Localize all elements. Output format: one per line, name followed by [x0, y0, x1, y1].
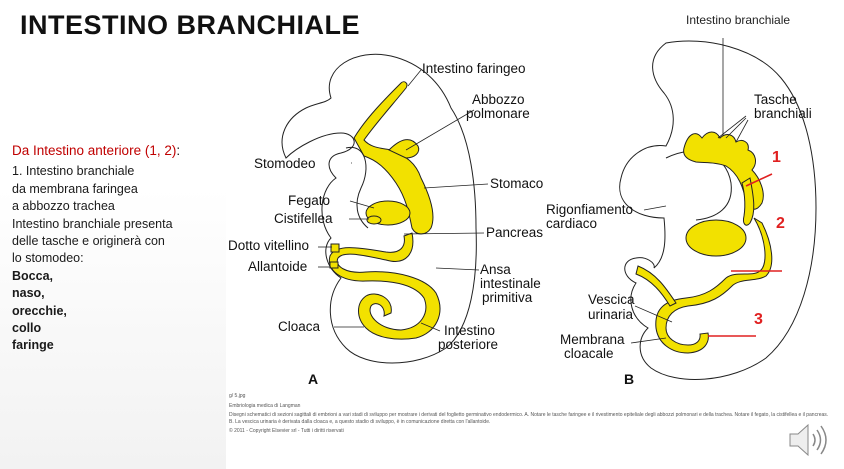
label-allantoide: Allantoide	[248, 259, 307, 274]
caption-copyright: © 2011 - Copyright Elsevier srl - Tutti …	[229, 428, 344, 434]
body-line: Intestino branchiale presenta	[12, 216, 173, 231]
label-cloaca: Cloaca	[278, 319, 321, 334]
label-ansa-2: intestinale	[480, 276, 541, 291]
body-line: 1. Intestino branchiale	[12, 164, 135, 179]
marker-1: 1	[772, 149, 781, 166]
label-vescica-1: Vescica	[588, 292, 635, 307]
body-bold-line: naso,	[12, 286, 45, 301]
label-intestino-faringeo: Intestino faringeo	[422, 61, 526, 76]
label-abbozzo-polmonare-1: Abbozzo	[472, 92, 525, 107]
body-line: a abbozzo trachea	[12, 199, 115, 214]
label-stomodeo: Stomodeo	[254, 156, 316, 171]
label-pancreas: Pancreas	[486, 225, 543, 240]
label-tasche-branchiali-1: Tasche	[754, 92, 797, 107]
label-membrana-2: cloacale	[564, 346, 614, 361]
slide-title: INTESTINO BRANCHIALE	[20, 10, 360, 40]
label-cistifellea: Cistifellea	[274, 211, 333, 226]
body-bold-line: collo	[12, 321, 42, 336]
pharyngeal-gut-a	[353, 81, 434, 235]
caption-description: Disegni schematici di sezioni sagittali …	[229, 412, 829, 425]
lung-bud-b	[741, 177, 755, 226]
yolk-duct-a	[330, 243, 340, 253]
body-bold-line: faringe	[12, 338, 54, 353]
body-bold-line: orecchie,	[12, 303, 67, 318]
label-intestino-posteriore-1: Intestino	[444, 323, 495, 338]
body-text: Da Intestino anteriore (1, 2): 1. Intest…	[12, 142, 224, 355]
panel-a-leaders	[318, 69, 489, 332]
caption-file: g/ 5.jpg	[229, 393, 246, 399]
label-dotto-vitellino: Dotto vitellino	[228, 238, 309, 253]
panel-a-labels: Intestino faringeo Abbozzo polmonare Sto…	[228, 61, 543, 387]
coelom-a	[345, 146, 369, 229]
liver-b	[685, 219, 747, 257]
body-line: lo stomodeo:	[12, 251, 84, 266]
label-fegato: Fegato	[288, 193, 330, 208]
panel-letter-b: B	[624, 371, 634, 387]
gut-tube-b	[635, 131, 773, 354]
body-line: delle tasche e originerà con	[12, 234, 165, 249]
panel-b-markers	[708, 173, 782, 337]
body-bold-line: Bocca,	[12, 268, 53, 283]
marker-2: 2	[776, 215, 785, 232]
midgut-loop-a	[328, 232, 441, 340]
panel-a-drawing	[281, 53, 477, 364]
panel-b-labels: Tasche branchiali Rigonfiamento cardiaco…	[546, 92, 812, 387]
label-ansa-3: primitiva	[482, 290, 533, 305]
label-ansa-1: Ansa	[480, 262, 511, 277]
panel-letter-a: A	[308, 371, 318, 387]
body-heading-text: Da Intestino anteriore (1, 2)	[12, 143, 177, 158]
caption-source: Embriologia medica di Langman	[229, 402, 301, 409]
figure-caption: g/ 5.jpg Embriologia medica di Langman D…	[229, 393, 829, 438]
speaker-icon[interactable]	[786, 420, 834, 460]
marker-3: 3	[754, 311, 763, 328]
allantois-a	[329, 261, 339, 269]
body-heading: Da Intestino anteriore (1, 2):	[12, 142, 224, 159]
label-rigonfiamento-1: Rigonfiamento	[546, 202, 633, 217]
panel-b-leaders	[630, 38, 749, 344]
allantois-b	[635, 265, 677, 307]
embryo-a-outline	[281, 53, 477, 364]
top-right-label: Intestino branchiale	[686, 13, 791, 27]
embryo-b-outline	[619, 40, 817, 380]
panel-b-marker-labels: 1 2 3	[754, 149, 785, 328]
lung-bud-a	[388, 139, 420, 159]
label-membrana-1: Membrana	[560, 332, 625, 347]
hindgut-b	[655, 217, 773, 354]
body-heading-colon: :	[176, 143, 181, 158]
label-vescica-2: urinaria	[588, 307, 634, 322]
label-stomaco: Stomaco	[490, 176, 543, 191]
label-rigonfiamento-2: cardiaco	[546, 216, 597, 231]
label-tasche-branchiali-2: branchiali	[754, 106, 812, 121]
embryo-diagram: Intestino faringeo Abbozzo polmonare Sto…	[228, 38, 817, 387]
gut-tube-a	[328, 81, 441, 340]
left-panel	[0, 0, 226, 469]
label-intestino-posteriore-2: posteriore	[438, 337, 498, 352]
body-line: da membrana faringea	[12, 181, 138, 196]
label-abbozzo-polmonare-2: polmonare	[466, 106, 530, 121]
gallbladder-a	[366, 215, 382, 225]
